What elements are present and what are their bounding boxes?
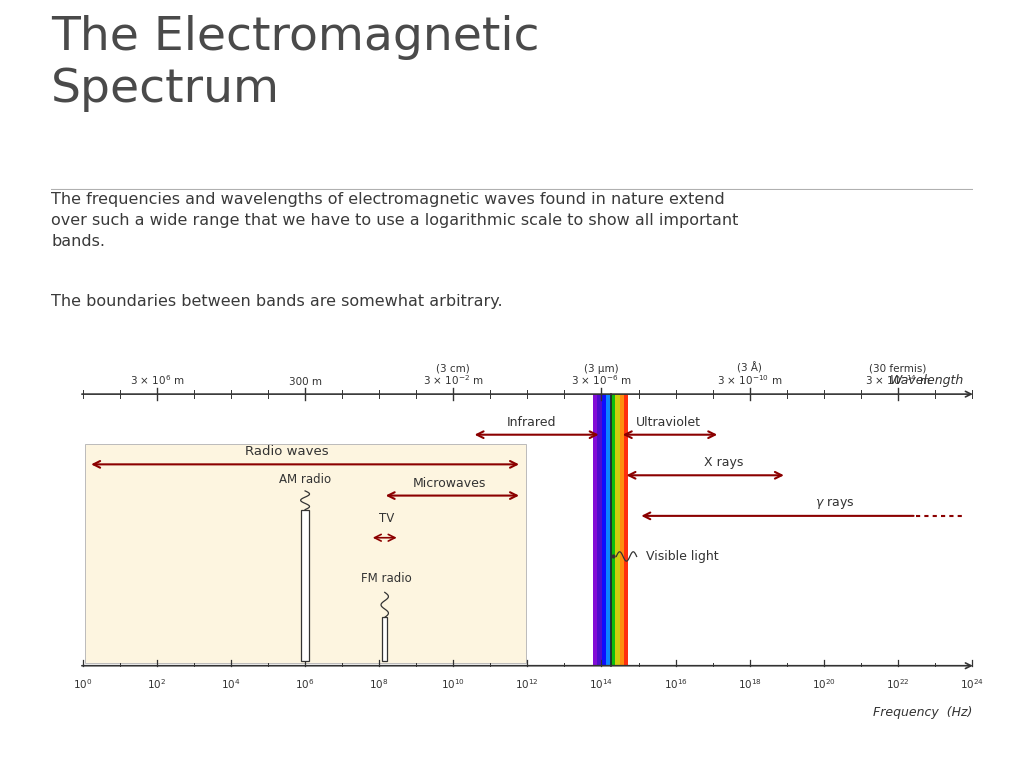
Text: 10$^2$: 10$^2$	[147, 677, 167, 691]
Text: (3 cm): (3 cm)	[436, 364, 470, 374]
Text: 10$^{22}$: 10$^{22}$	[886, 677, 909, 691]
Text: 10$^{14}$: 10$^{14}$	[590, 677, 613, 691]
Text: 10$^{20}$: 10$^{20}$	[812, 677, 836, 691]
Text: (30 fermis): (30 fermis)	[869, 364, 927, 374]
Text: (3 Å): (3 Å)	[737, 362, 762, 374]
Bar	[610, 394, 615, 666]
Text: 3 × 10$^{-10}$ m: 3 × 10$^{-10}$ m	[717, 373, 782, 387]
Text: AM radio: AM radio	[279, 473, 331, 486]
Text: Frequency  (Hz): Frequency (Hz)	[872, 707, 972, 720]
Bar	[615, 394, 620, 666]
Text: 10$^4$: 10$^4$	[221, 677, 241, 691]
Text: 3 × 10$^{-14}$ m: 3 × 10$^{-14}$ m	[865, 373, 931, 387]
Text: $\mathit{γ}$ rays: $\mathit{γ}$ rays	[815, 496, 855, 511]
Text: Radio waves: Radio waves	[245, 445, 329, 458]
Text: 10$^{18}$: 10$^{18}$	[737, 677, 762, 691]
Bar	[382, 617, 387, 661]
Text: Microwaves: Microwaves	[413, 477, 486, 489]
Text: 3 × 10$^{-6}$ m: 3 × 10$^{-6}$ m	[571, 373, 632, 387]
Text: FM radio: FM radio	[361, 571, 412, 584]
Text: 3 × 10$^{-2}$ m: 3 × 10$^{-2}$ m	[423, 373, 483, 387]
Bar	[606, 394, 610, 666]
Text: 300 m: 300 m	[289, 377, 322, 387]
Bar	[593, 394, 597, 666]
Bar	[597, 394, 602, 666]
Bar	[620, 394, 624, 666]
Text: 3 × 10$^6$ m: 3 × 10$^6$ m	[130, 373, 184, 387]
Bar	[602, 394, 606, 666]
Text: The Electromagnetic
Spectrum: The Electromagnetic Spectrum	[51, 15, 540, 112]
Text: 10$^{24}$: 10$^{24}$	[959, 677, 984, 691]
Text: 10$^6$: 10$^6$	[295, 677, 314, 691]
Text: Infrared: Infrared	[506, 415, 556, 429]
Text: 10$^{10}$: 10$^{10}$	[441, 677, 465, 691]
Text: 10$^0$: 10$^0$	[73, 677, 92, 691]
Text: X rays: X rays	[705, 456, 743, 469]
Text: Wavelength: Wavelength	[890, 374, 965, 387]
Text: The boundaries between bands are somewhat arbitrary.: The boundaries between bands are somewha…	[51, 294, 503, 309]
Bar	[624, 394, 629, 666]
Bar	[85, 444, 525, 663]
Bar	[301, 510, 309, 661]
Text: 10$^{12}$: 10$^{12}$	[515, 677, 540, 691]
Text: 10$^{16}$: 10$^{16}$	[664, 677, 687, 691]
Text: Ultraviolet: Ultraviolet	[636, 415, 700, 429]
Text: The frequencies and wavelengths of electromagnetic waves found in nature extend
: The frequencies and wavelengths of elect…	[51, 192, 738, 249]
Text: Visible light: Visible light	[646, 550, 719, 563]
Text: (3 μm): (3 μm)	[584, 364, 618, 374]
Text: TV: TV	[379, 512, 394, 525]
Text: 10$^8$: 10$^8$	[370, 677, 389, 691]
